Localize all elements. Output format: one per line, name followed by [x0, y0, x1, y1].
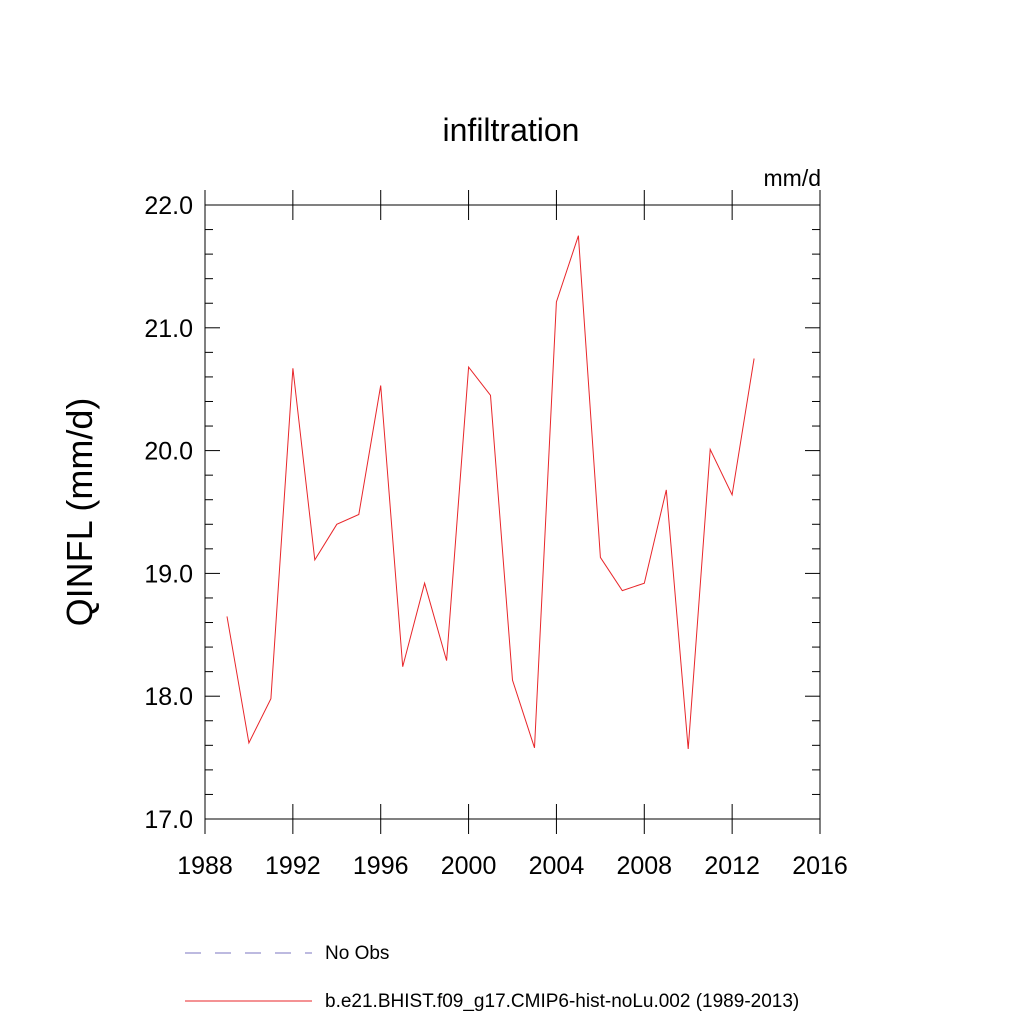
- legend: No Obs b.e21.BHIST.f09_g17.CMIP6-hist-no…: [185, 943, 799, 1012]
- x-tick-label: 2000: [441, 852, 497, 880]
- y-tick-label: 17.0: [144, 806, 193, 834]
- x-tick-label: 2008: [616, 852, 672, 880]
- series-line: [226, 235, 755, 750]
- y-tick-label: 20.0: [144, 438, 193, 466]
- chart-title: infiltration: [443, 112, 580, 148]
- units-label: mm/d: [764, 165, 822, 191]
- plot-frame: [204, 204, 821, 820]
- x-axis: 1988 1992 1996 2000 2004 2008 2012 2016: [177, 190, 848, 880]
- x-tick-label: 2012: [704, 852, 760, 880]
- x-tick-label: 2016: [792, 852, 848, 880]
- series-layer: [226, 235, 755, 750]
- x-tick-label: 1996: [353, 852, 409, 880]
- y-axis-label: QINFL (mm/d): [59, 398, 100, 627]
- x-tick-label: 1992: [265, 852, 321, 880]
- legend-label-no-obs: No Obs: [325, 943, 389, 964]
- y-tick-label: 21.0: [144, 315, 193, 343]
- y-axis: 17.0 18.0 19.0 20.0 21.0 22.0: [144, 192, 820, 834]
- y-tick-label: 18.0: [144, 683, 193, 711]
- x-tick-label: 2004: [529, 852, 585, 880]
- y-tick-label: 19.0: [144, 560, 193, 588]
- y-tick-label: 22.0: [144, 192, 193, 220]
- x-tick-label: 1988: [177, 852, 233, 880]
- legend-label-model: b.e21.BHIST.f09_g17.CMIP6-hist-noLu.002 …: [325, 991, 799, 1012]
